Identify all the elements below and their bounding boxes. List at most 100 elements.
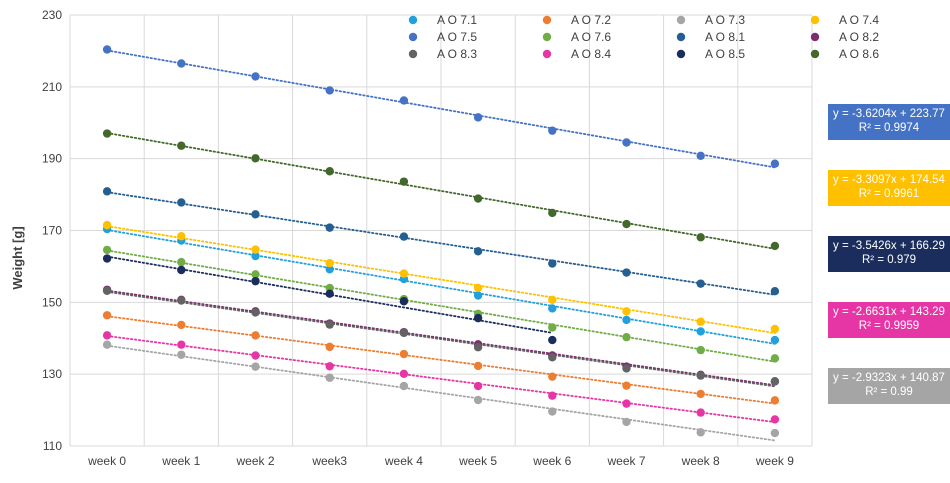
data-point bbox=[251, 154, 260, 163]
legend-label: A O 8.6 bbox=[839, 47, 879, 61]
equation-text: y = -2.6631x + 143.29 bbox=[833, 306, 945, 318]
data-point bbox=[548, 304, 557, 313]
x-tick-label: week 8 bbox=[681, 454, 720, 468]
data-point bbox=[770, 286, 780, 296]
r-squared-text: R² = 0.9961 bbox=[858, 188, 920, 200]
data-point bbox=[177, 59, 186, 68]
legend-marker bbox=[810, 15, 820, 25]
data-point bbox=[102, 254, 112, 263]
data-point bbox=[770, 241, 780, 251]
data-point bbox=[473, 291, 483, 300]
data-point bbox=[251, 72, 260, 81]
trendline-equation-box: y = -2.9323x + 140.87 R² = 0.99 bbox=[828, 368, 950, 404]
data-point bbox=[548, 391, 557, 400]
r-squared-text: R² = 0.9974 bbox=[858, 122, 920, 134]
trendline bbox=[106, 132, 776, 250]
data-point bbox=[622, 417, 631, 427]
trendline bbox=[106, 344, 776, 442]
data-point bbox=[473, 247, 483, 256]
y-tick-label: 230 bbox=[42, 8, 62, 22]
legend-marker bbox=[408, 49, 418, 59]
y-axis-label: Weight [g] bbox=[10, 226, 25, 289]
data-point bbox=[696, 371, 705, 380]
data-point bbox=[251, 276, 260, 286]
legend-marker bbox=[810, 32, 820, 42]
data-point bbox=[251, 210, 260, 219]
r-squared-text: R² = 0.99 bbox=[865, 386, 913, 398]
data-point bbox=[177, 265, 186, 275]
trendline bbox=[106, 335, 776, 423]
data-point bbox=[102, 340, 112, 349]
legend-marker bbox=[676, 49, 686, 59]
legend-label: A O 8.2 bbox=[839, 30, 879, 44]
data-point bbox=[177, 350, 186, 359]
data-point bbox=[325, 289, 334, 298]
data-point bbox=[102, 187, 112, 196]
data-point bbox=[622, 268, 631, 277]
data-point bbox=[177, 198, 186, 207]
data-point bbox=[473, 343, 483, 352]
data-point bbox=[325, 362, 334, 371]
data-point bbox=[548, 126, 557, 135]
data-point bbox=[696, 151, 705, 160]
trendline bbox=[106, 315, 776, 405]
data-point bbox=[622, 381, 631, 390]
data-point bbox=[177, 257, 186, 267]
data-point bbox=[251, 245, 260, 254]
legend-label: A O 7.2 bbox=[571, 13, 611, 27]
data-point bbox=[622, 219, 631, 229]
data-point bbox=[177, 296, 186, 305]
x-tick-label: week 2 bbox=[235, 454, 274, 468]
x-tick-label: week 5 bbox=[458, 454, 497, 468]
data-point bbox=[399, 369, 409, 379]
data-point bbox=[399, 177, 409, 186]
data-point bbox=[696, 345, 705, 355]
data-point bbox=[696, 279, 705, 288]
legend-label: A O 7.4 bbox=[839, 13, 879, 27]
data-point bbox=[102, 45, 112, 54]
data-point bbox=[770, 377, 780, 386]
data-point bbox=[251, 251, 260, 261]
data-point bbox=[251, 362, 260, 371]
data-point bbox=[622, 138, 631, 147]
data-point bbox=[473, 194, 483, 203]
trendline bbox=[106, 290, 776, 388]
data-point bbox=[102, 245, 112, 255]
legend-label: A O 8.3 bbox=[437, 47, 477, 61]
axes: Weight [g] 110 130 150 170 190 210 230 week 0 we… bbox=[10, 8, 794, 468]
legend-label: A O 8.1 bbox=[705, 30, 745, 44]
legend-marker bbox=[676, 15, 686, 25]
grid bbox=[69, 14, 813, 447]
data-point bbox=[770, 396, 780, 405]
legend-label: A O 7.3 bbox=[705, 13, 745, 27]
y-tick-label: 170 bbox=[42, 224, 62, 238]
data-point bbox=[325, 258, 334, 268]
data-point bbox=[548, 259, 557, 268]
trendline-equation-box: y = -3.6204x + 223.77 R² = 0.9974 bbox=[828, 104, 950, 140]
data-point bbox=[696, 233, 705, 242]
data-point bbox=[696, 317, 705, 326]
legend-marker bbox=[408, 15, 418, 25]
legend-marker bbox=[676, 32, 686, 42]
trendline-equation-box: y = -2.6631x + 143.29 R² = 0.9959 bbox=[828, 302, 950, 338]
legend: A O 7.1 A O 7.2 A O 7.3 A O 7.4 A O 7.5 A O 7… bbox=[408, 13, 879, 61]
data-point bbox=[770, 324, 780, 334]
data-point bbox=[770, 354, 780, 363]
data-point bbox=[622, 315, 631, 325]
data-point bbox=[251, 308, 260, 317]
legend-label: A O 7.6 bbox=[571, 30, 611, 44]
legend-marker bbox=[810, 49, 820, 59]
x-tick-label: week 9 bbox=[755, 454, 794, 468]
data-point bbox=[399, 96, 409, 105]
equation-text: y = -2.9323x + 140.87 bbox=[833, 372, 945, 384]
data-point bbox=[177, 340, 186, 349]
data-point bbox=[102, 220, 112, 230]
data-point bbox=[548, 323, 557, 332]
data-point bbox=[473, 283, 483, 293]
equation-text: y = -3.6204x + 223.77 bbox=[833, 108, 945, 120]
data-point bbox=[325, 265, 334, 274]
data-point bbox=[770, 415, 780, 424]
data-point bbox=[177, 320, 186, 330]
data-point bbox=[399, 349, 409, 359]
